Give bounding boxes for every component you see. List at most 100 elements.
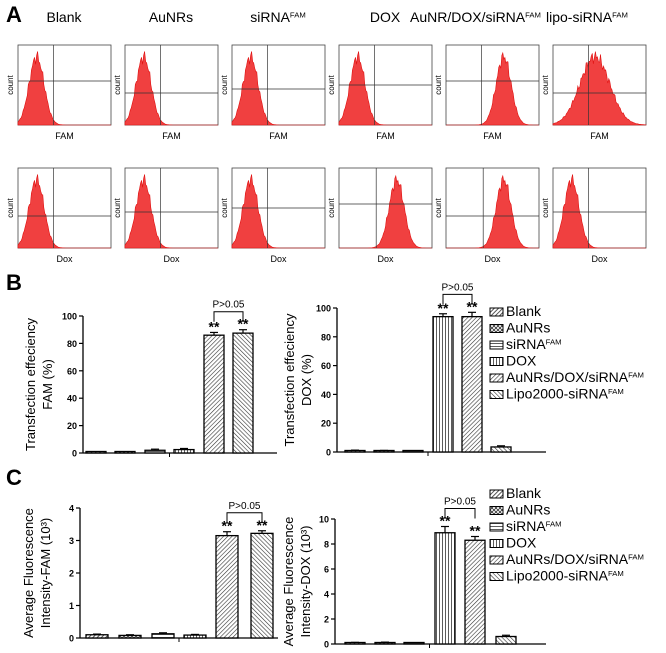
histogram-plot: Dox count — [220, 167, 326, 264]
flow-xlabel: Dox — [163, 254, 180, 264]
legend-label: AuNRs — [506, 502, 550, 518]
histogram-plot: FAM count — [113, 44, 219, 141]
legend-swatch — [489, 307, 504, 317]
legend-label: DOX — [506, 535, 537, 551]
flow-xlabel: Dox — [591, 254, 608, 264]
y-tick-label: 0 — [69, 634, 74, 644]
flow-ylabel: count — [113, 197, 122, 217]
y-tick-label: 100 — [62, 312, 77, 322]
legend-swatch — [489, 555, 504, 565]
histogram — [338, 51, 432, 126]
bar — [374, 641, 396, 645]
y-tick-label: 40 — [321, 390, 331, 400]
flow-xlabel: FAM — [590, 131, 609, 141]
legend-swatch — [489, 324, 504, 333]
flow-title-1: AuNRs — [149, 9, 193, 25]
flow-ylabel: count — [220, 197, 229, 217]
histogram — [124, 174, 218, 249]
bar-chart-3: 0 2 4 6 8 10 Average Fluorescence Intensity-DOX… — [281, 485, 644, 650]
bar — [490, 446, 512, 453]
flow-title-1-main: AuNRs — [149, 9, 193, 25]
flow-title-0-main: Blank — [46, 9, 82, 25]
panel-label-a: A — [6, 2, 22, 27]
flow-title-4-main: AuNR/DOX/siRNA — [410, 9, 526, 25]
legend-label-main: siRNA — [506, 336, 546, 352]
bar — [85, 450, 107, 454]
legend-label: AuNRs/DOX/siRNAFAM — [506, 551, 644, 567]
legend-swatch — [489, 373, 504, 383]
flow-ylabel: count — [327, 74, 336, 94]
bar — [432, 315, 454, 453]
legend-label-main: AuNRs/DOX/siRNA — [506, 369, 629, 385]
legend-label: Lipo2000-siRNAFAM — [506, 386, 624, 402]
flow-xlabel: FAM — [269, 131, 288, 141]
bar — [232, 332, 254, 454]
flow-xlabel: Dox — [377, 254, 394, 264]
bar — [173, 448, 195, 454]
bar — [373, 449, 395, 453]
p-value-label: P>0.05 — [229, 501, 261, 512]
y-axis-label: Transfection effeciency — [282, 313, 297, 446]
bar — [215, 534, 239, 639]
flow-ylabel: count — [6, 197, 15, 217]
flow-title-3-main: DOX — [370, 9, 401, 25]
flow-xlabel: Dox — [270, 254, 287, 264]
legend-swatch — [489, 390, 504, 399]
histogram-plot: Dox count — [541, 167, 647, 264]
flow-title-2-main: siRNA — [250, 9, 290, 25]
bar — [464, 539, 486, 645]
flow-xlabel: FAM — [483, 131, 502, 141]
flow-title-5-sup: FAM — [612, 11, 628, 20]
histogram-plot: FAM count — [6, 44, 112, 141]
legend: BlankAuNRssiRNAFAMDOXAuNRs/DOX/siRNAFAML… — [489, 303, 644, 402]
y-tick-label: 2 — [324, 615, 329, 625]
bar — [344, 641, 366, 645]
flow-title-5: lipo-siRNAFAM — [546, 9, 628, 25]
y-axis-label: Average Fluorescence — [281, 517, 296, 647]
flow-title-2: siRNAFAM — [250, 9, 305, 25]
bar — [461, 315, 483, 453]
legend-label-sup: FAM — [546, 338, 562, 347]
bar — [151, 633, 175, 639]
significance-stars: ** — [257, 517, 268, 533]
y-tick-label: 10 — [319, 515, 329, 525]
y-axis-label: Transfection effeciency — [23, 318, 38, 451]
histogram — [231, 51, 325, 126]
legend-label: Blank — [506, 485, 542, 501]
y-tick-label: 80 — [67, 339, 77, 349]
bar-chart-1: 0 20 40 60 80 100 Transfection effeciency DOX (… — [282, 282, 644, 457]
significance-stars: ** — [238, 316, 249, 332]
y-tick-label: 100 — [316, 304, 331, 314]
flow-ylabel: count — [327, 197, 336, 217]
bar — [114, 450, 136, 454]
flow-title-5-main: lipo-siRNA — [546, 9, 613, 25]
legend-label-main: Lipo2000-siRNA — [506, 568, 609, 584]
significance-bracket — [442, 293, 473, 305]
flow-xlabel: Dox — [484, 254, 501, 264]
legend-label-sup: FAM — [628, 553, 644, 562]
bar — [402, 449, 424, 453]
bar — [144, 449, 166, 454]
legend-swatch — [489, 522, 504, 532]
bar — [434, 532, 456, 645]
legend-label-main: Blank — [506, 485, 542, 501]
histogram — [124, 51, 218, 126]
y-tick-label: 1 — [69, 601, 74, 611]
histogram-plot: Dox count — [327, 167, 433, 264]
legend-label: Lipo2000-siRNAFAM — [506, 568, 624, 584]
histogram — [339, 174, 432, 249]
legend-label-main: Blank — [506, 303, 542, 319]
bar — [183, 634, 207, 639]
flow-ylabel: count — [434, 74, 443, 94]
legend-label-main: Lipo2000-siRNA — [506, 386, 609, 402]
significance-stars: ** — [440, 513, 451, 529]
legend-label-main: DOX — [506, 535, 537, 551]
legend-label: siRNAFAM — [506, 336, 561, 352]
bar — [250, 532, 274, 639]
significance-stars: ** — [470, 523, 481, 539]
histogram — [17, 51, 111, 126]
histogram — [446, 174, 539, 249]
significance-stars: ** — [467, 298, 478, 314]
